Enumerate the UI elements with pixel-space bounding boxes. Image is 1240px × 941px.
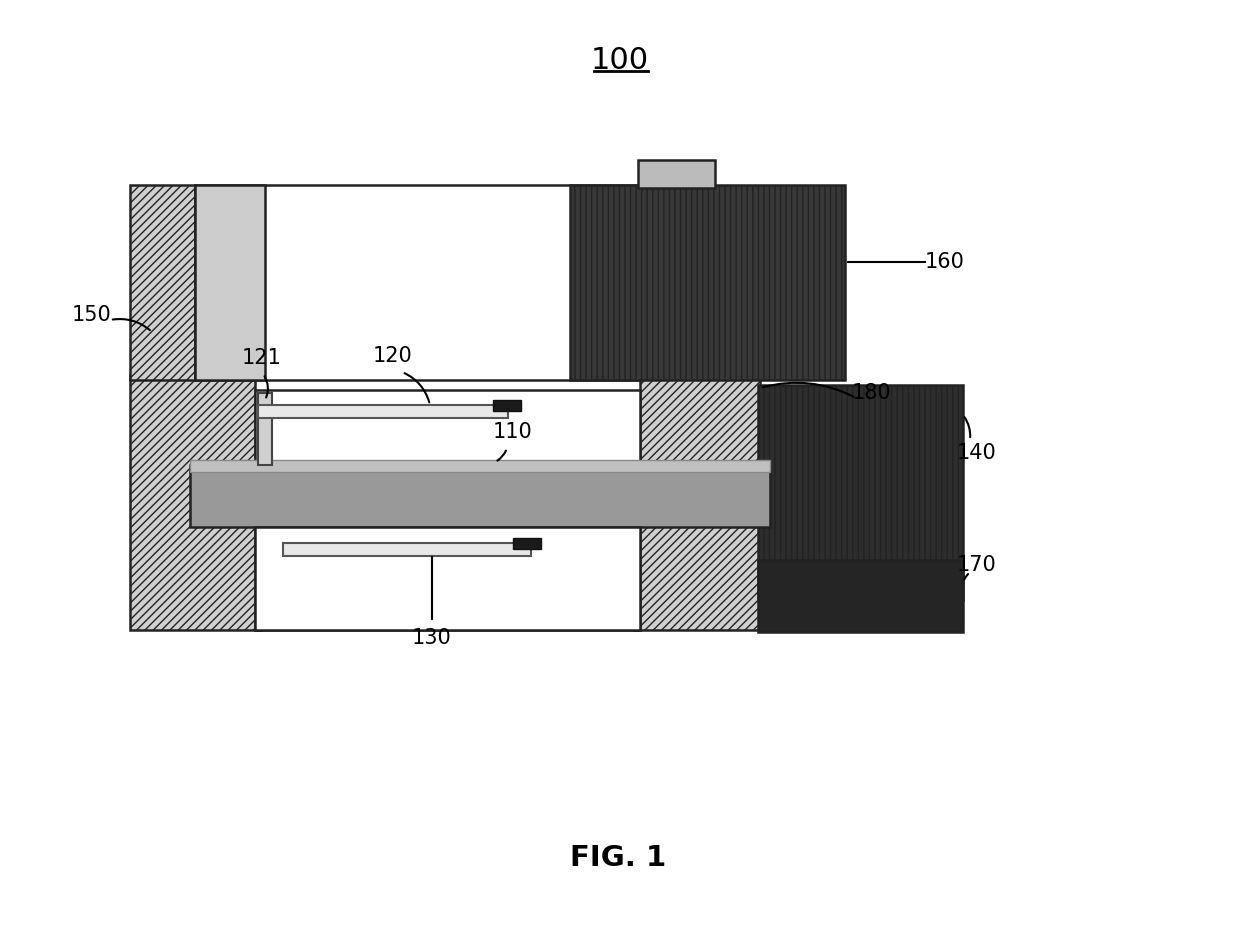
Bar [494, 400, 521, 411]
Text: 121: 121 [242, 348, 281, 368]
Bar [570, 185, 844, 380]
Text: 120: 120 [373, 346, 413, 366]
Text: 140: 140 [957, 443, 997, 463]
Bar [283, 543, 531, 556]
Bar [130, 375, 260, 630]
Bar [758, 385, 963, 600]
Text: 170: 170 [957, 555, 997, 575]
Text: 160: 160 [925, 252, 965, 272]
Bar [190, 460, 770, 472]
Bar [190, 465, 770, 527]
Bar [513, 538, 541, 549]
Bar [255, 390, 640, 465]
Bar [255, 375, 640, 630]
Text: 180: 180 [852, 383, 892, 403]
Bar [639, 160, 715, 188]
Bar [195, 185, 640, 380]
Text: 150: 150 [72, 305, 112, 325]
Text: 100: 100 [591, 45, 649, 74]
Bar [635, 375, 760, 630]
Text: FIG. 1: FIG. 1 [570, 844, 666, 872]
Text: 130: 130 [412, 628, 451, 648]
Bar [255, 527, 640, 630]
Text: 110: 110 [494, 422, 533, 442]
Bar [195, 185, 265, 380]
Bar [258, 405, 508, 418]
Bar [130, 185, 195, 380]
Bar [258, 393, 272, 465]
Bar [758, 560, 963, 632]
Bar [635, 353, 715, 379]
